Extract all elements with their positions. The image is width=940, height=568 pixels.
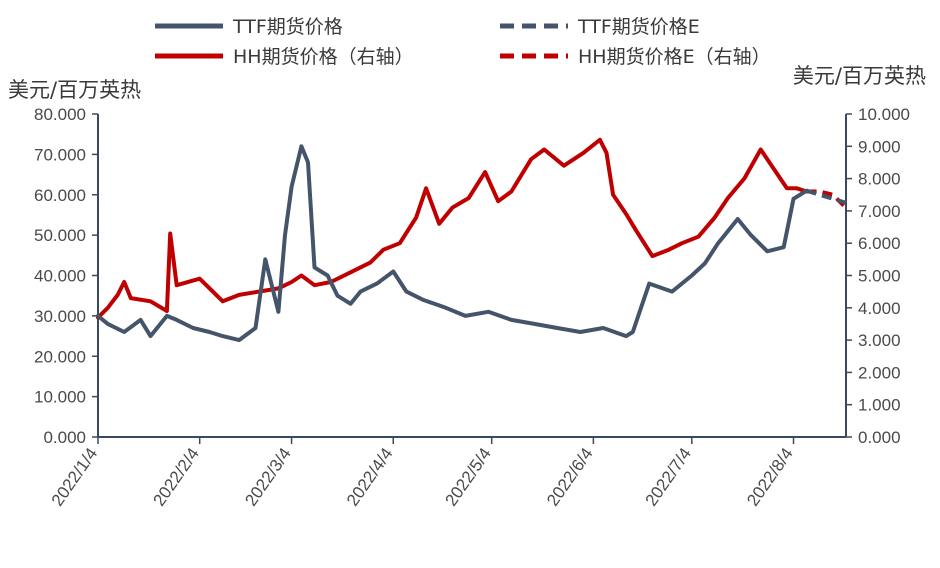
right-tick-label: 7.000	[858, 202, 901, 221]
legend-label-4: HH期货价格E（右轴）	[578, 46, 771, 68]
left-tick-label: 0.000	[43, 428, 86, 447]
left-tick-label: 80.000	[34, 105, 86, 124]
right-tick-label: 5.000	[858, 267, 901, 286]
right-tick-label: 10.000	[858, 105, 910, 124]
left-tick-label: 10.000	[34, 388, 86, 407]
right-tick-label: 0.000	[858, 428, 901, 447]
series-line-3	[96, 137, 809, 320]
left-tick-label: 50.000	[34, 226, 86, 245]
right-tick-label: 3.000	[858, 331, 901, 350]
left-tick-label: 70.000	[34, 145, 86, 164]
x-tick-label: 2022/7/4	[642, 444, 696, 509]
right-tick-label: 2.000	[858, 363, 901, 382]
legend-label-1: TTF期货价格	[232, 16, 343, 38]
right-tick-label: 4.000	[858, 299, 901, 318]
right-tick-label: 9.000	[858, 137, 901, 156]
series-line-2	[806, 188, 847, 205]
right-tick-label: 8.000	[858, 170, 901, 189]
x-tick-label: 2022/1/4	[48, 444, 102, 509]
x-tick-label: 2022/2/4	[149, 444, 203, 509]
x-tick-label: 2022/4/4	[343, 444, 397, 509]
series-line-1	[96, 144, 809, 343]
right-axis-unit-label: 美元/百万英热	[792, 64, 926, 88]
left-tick-label: 60.000	[34, 186, 86, 205]
legend: TTF期货价格 TTF期货价格E HH期货价格（右轴） HH期货价格E（右轴）	[155, 16, 771, 68]
x-tick-label: 2022/8/4	[743, 444, 797, 509]
right-tick-label: 1.000	[858, 396, 901, 415]
right-tick-label: 6.000	[858, 234, 901, 253]
x-tick-label: 2022/6/4	[543, 444, 597, 509]
legend-label-2: TTF期货价格E	[577, 16, 700, 38]
left-tick-label: 30.000	[34, 307, 86, 326]
left-axis-unit-label: 美元/百万英热	[8, 78, 142, 102]
plot-series	[96, 137, 848, 343]
legend-label-3: HH期货价格（右轴）	[233, 46, 414, 68]
x-tick-label: 2022/5/4	[441, 444, 495, 509]
left-tick-label: 40.000	[34, 267, 86, 286]
left-tick-label: 20.000	[34, 347, 86, 366]
x-tick-label: 2022/3/4	[241, 444, 295, 509]
